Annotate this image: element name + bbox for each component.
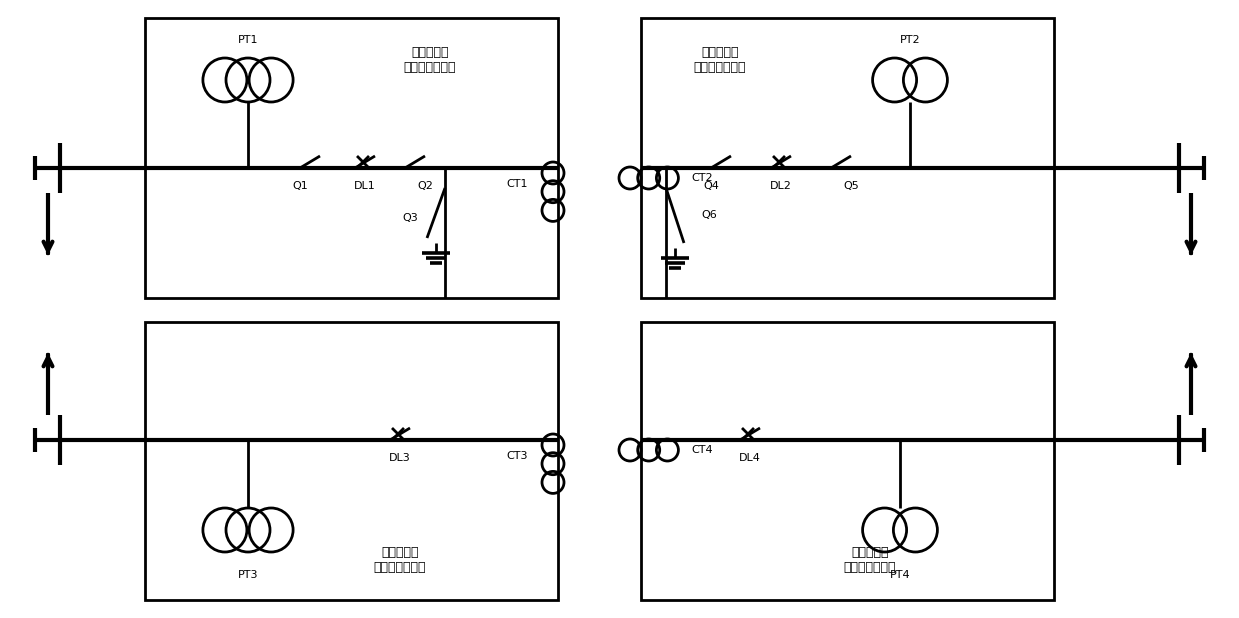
Bar [145,18,558,298]
Text: 交流开关柜
（含继电保护）: 交流开关柜 （含继电保护） [404,46,456,74]
Text: CT2: CT2 [691,173,712,183]
Bar [145,322,558,600]
Text: 直流开关柜
（含继电保护）: 直流开关柜 （含继电保护） [694,46,746,74]
Text: 直流配电柜
（含继电保护）: 直流配电柜 （含继电保护） [844,546,896,574]
Bar [641,18,1054,298]
Text: PT3: PT3 [238,570,258,580]
Text: DL4: DL4 [738,453,761,463]
Text: PT1: PT1 [238,35,258,45]
Bar [641,322,1054,600]
Text: DL3: DL3 [389,453,411,463]
Text: Q6: Q6 [701,210,716,220]
Text: Q2: Q2 [418,181,432,191]
Text: CT3: CT3 [507,451,528,461]
Text: 直流配电柜
（含继电保护）: 直流配电柜 （含继电保护） [374,546,426,574]
Text: PT4: PT4 [890,570,911,580]
Text: CT4: CT4 [691,445,712,455]
Text: DL1: DL1 [354,181,375,191]
Text: DL2: DL2 [771,181,792,191]
Text: PT2: PT2 [900,35,921,45]
Text: Q4: Q4 [703,181,719,191]
Text: Q1: Q1 [292,181,307,191]
Text: CT1: CT1 [507,179,528,189]
Text: Q3: Q3 [403,213,418,223]
Text: Q5: Q5 [843,181,859,191]
